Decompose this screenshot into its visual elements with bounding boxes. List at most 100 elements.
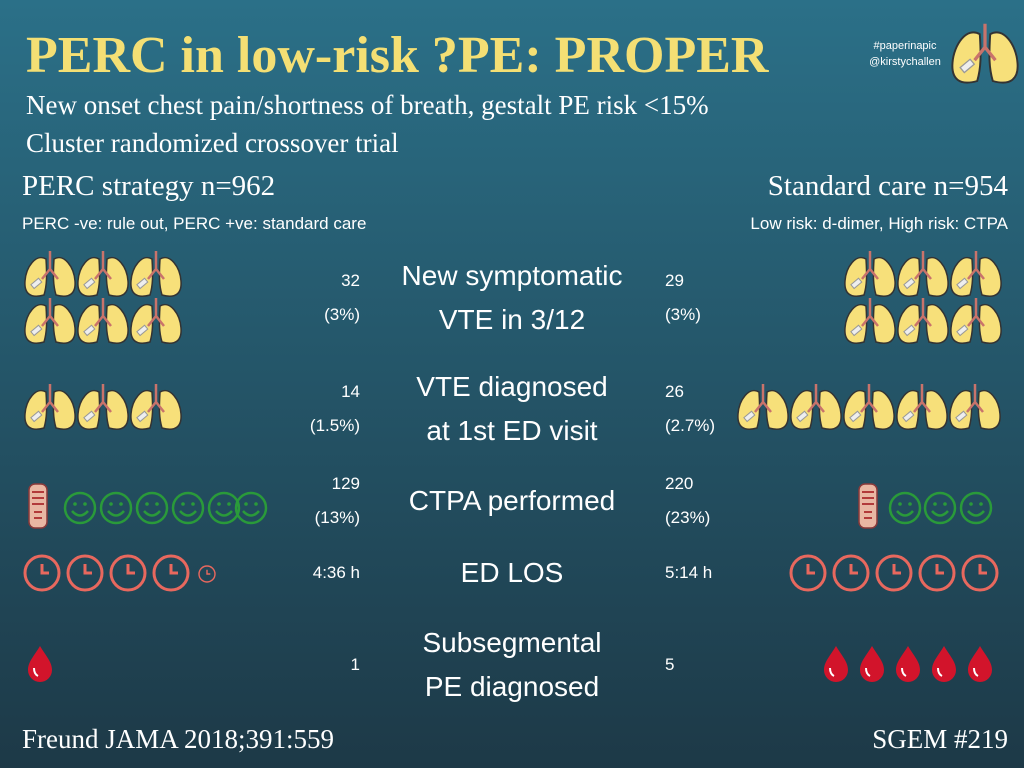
lung-lobe [790, 389, 814, 430]
lung-lobe [925, 256, 949, 297]
shine [973, 667, 979, 677]
subtitle: New onset chest pain/shortness of breath… [26, 90, 709, 120]
drop-icon [932, 646, 956, 682]
body-icon [858, 483, 878, 529]
lungs-icon [843, 384, 895, 430]
bandage [959, 58, 976, 74]
lung-lobe [988, 31, 1019, 84]
lung-lobe [105, 389, 129, 430]
shine [33, 667, 39, 677]
lung-lobe [77, 303, 101, 344]
lung-lobe [977, 389, 1001, 430]
trachea [914, 251, 932, 280]
lung-lobe [52, 303, 76, 344]
mouth [143, 510, 161, 517]
drop-icon [28, 646, 52, 682]
bandage [30, 324, 43, 337]
lung-lobe [978, 256, 1002, 297]
eye [254, 502, 258, 506]
perc-result: 32 [341, 271, 360, 290]
face [207, 491, 241, 525]
bandage [796, 410, 809, 423]
lungs-icon [950, 298, 1002, 344]
lung-lobe [130, 389, 154, 430]
lungs-icon [844, 251, 896, 297]
mouth [179, 510, 197, 517]
eye [217, 502, 221, 506]
bandage [903, 277, 916, 290]
perc-result: 1 [351, 655, 360, 674]
shine [901, 667, 907, 677]
smiley-icon [99, 491, 133, 525]
perc-result: (1.5%) [310, 416, 360, 435]
lungs-icon [790, 384, 842, 430]
smiley-icon [171, 491, 205, 525]
arm-name: Standard care n=954 [768, 170, 1009, 202]
bandage [956, 277, 969, 290]
lung-lobe [737, 389, 761, 430]
outcome-label: PE diagnosed [425, 671, 599, 702]
icons [23, 23, 1019, 682]
eye [898, 502, 902, 506]
standard-result: (23%) [665, 508, 710, 527]
clock-face [918, 554, 956, 592]
trachea [147, 384, 165, 413]
eye [73, 502, 77, 506]
bandage [743, 410, 756, 423]
lungs-icon [949, 384, 1001, 430]
mouth [242, 510, 260, 517]
eye [109, 502, 113, 506]
title: PERC in low-risk ?PE: PROPER [26, 27, 770, 84]
mouth [896, 510, 914, 517]
face [171, 491, 205, 525]
smiley-icon [234, 491, 268, 525]
tag: SGEM #219 [872, 724, 1008, 754]
lung-lobe [24, 303, 48, 344]
drop-icon [968, 646, 992, 682]
ribs [862, 491, 874, 519]
standard-result: 220 [665, 474, 693, 493]
clock-icon [875, 554, 913, 592]
clock-hands [40, 564, 49, 575]
mouth [931, 510, 949, 517]
mouth [215, 510, 233, 517]
bandage [850, 277, 863, 290]
trachea [967, 298, 985, 327]
trachea [94, 384, 112, 413]
clock-face [23, 554, 61, 592]
lungs-icon [130, 384, 182, 430]
mouth [967, 510, 985, 517]
bandage [30, 277, 43, 290]
trachea [860, 384, 878, 413]
bandage [850, 324, 863, 337]
handle: #paperinapic [874, 40, 937, 52]
clock-face [875, 554, 913, 592]
eye [933, 502, 937, 506]
subtitle: Cluster randomized crossover trial [26, 128, 399, 158]
lungs-icon [77, 384, 129, 430]
drop-icon [824, 646, 848, 682]
lungs-icon [844, 298, 896, 344]
standard-result: 5:14 h [665, 563, 712, 582]
lung-lobe [105, 303, 129, 344]
arm-description: PERC -ve: rule out, PERC +ve: standard c… [22, 214, 366, 233]
lung-lobe [872, 303, 896, 344]
face [135, 491, 169, 525]
clock-icon [961, 554, 999, 592]
bandage [955, 410, 968, 423]
lung-lobe [844, 256, 868, 297]
clock-icon [66, 554, 104, 592]
perc-result: (3%) [324, 305, 360, 324]
eye [908, 502, 912, 506]
outcome-label: VTE diagnosed [416, 371, 607, 402]
lungs-icon [77, 298, 129, 344]
clock-hands [849, 564, 858, 575]
citation: Freund JAMA 2018;391:559 [22, 724, 334, 754]
lungs-icon [24, 251, 76, 297]
lungs-icon [130, 298, 182, 344]
lungs-icon [896, 384, 948, 430]
lung-lobe [950, 303, 974, 344]
lung-lobe [52, 256, 76, 297]
lungs-icon [897, 251, 949, 297]
